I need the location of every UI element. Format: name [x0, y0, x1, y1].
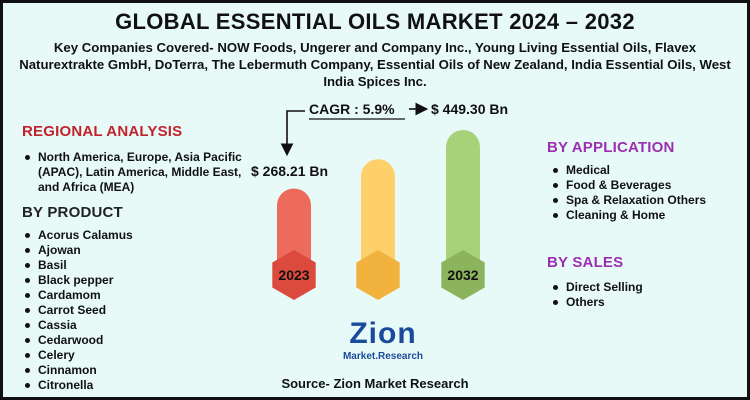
product-item: Cassia: [22, 318, 222, 333]
zion-logo: Zion Market.Research: [333, 318, 433, 368]
product-item: Carrot Seed: [22, 303, 222, 318]
market-growth-chart: 2023 2032: [272, 102, 485, 300]
page-title: GLOBAL ESSENTIAL OILS MARKET 2024 – 2032: [115, 9, 635, 34]
by-sales-heading: BY SALES: [547, 254, 624, 271]
product-item: Celery: [22, 348, 222, 363]
product-item: Cedarwood: [22, 333, 222, 348]
product-item: Basil: [22, 258, 222, 273]
logo-subtext: Market.Research: [342, 351, 424, 362]
source-note: Source- Zion Market Research: [281, 376, 469, 391]
bar-base-2: [356, 250, 400, 300]
product-item: Acorus Calamus: [22, 228, 222, 243]
regional-list: North America, Europe, Asia Pacific (APA…: [22, 150, 247, 195]
value-label-2023: $ 268.21 Bn: [251, 163, 329, 179]
application-list: Medical Food & Beverages Spa & Relaxatio…: [550, 163, 740, 223]
product-item: Ajowan: [22, 243, 222, 258]
product-list: Acorus Calamus Ajowan Basil Black pepper…: [22, 228, 222, 393]
cagr-label: CAGR : 5.9%: [309, 101, 395, 117]
category-label-2032: 2032: [447, 267, 478, 283]
logo-wordmark: Zion: [349, 317, 417, 350]
product-item: Citronella: [22, 378, 222, 393]
application-item: Medical: [550, 163, 740, 178]
regional-analysis-heading: REGIONAL ANALYSIS: [22, 123, 183, 140]
sales-item: Direct Selling: [550, 280, 740, 295]
product-item: Cardamom: [22, 288, 222, 303]
bar-1: [277, 188, 311, 275]
bar-3: [446, 130, 480, 275]
application-item: Cleaning & Home: [550, 208, 740, 223]
bar-base-1: [272, 250, 316, 300]
value-label-2032: $ 449.30 Bn: [431, 101, 509, 117]
sales-item: Others: [550, 295, 740, 310]
category-label-2023: 2023: [278, 267, 309, 283]
key-companies-subtitle: Key Companies Covered- NOW Foods, Ungere…: [19, 40, 731, 89]
application-item: Spa & Relaxation Others: [550, 193, 740, 208]
sales-list: Direct Selling Others: [550, 280, 740, 310]
by-product-heading: BY PRODUCT: [22, 204, 123, 221]
product-item: Cinnamon: [22, 363, 222, 378]
bar-2: [361, 159, 395, 275]
cagr-arrow-left: [280, 110, 305, 157]
by-application-heading: BY APPLICATION: [547, 139, 675, 156]
regional-item: North America, Europe, Asia Pacific (APA…: [22, 150, 247, 195]
product-item: Black pepper: [22, 273, 222, 288]
bar-base-3: [441, 250, 485, 300]
application-item: Food & Beverages: [550, 178, 740, 193]
